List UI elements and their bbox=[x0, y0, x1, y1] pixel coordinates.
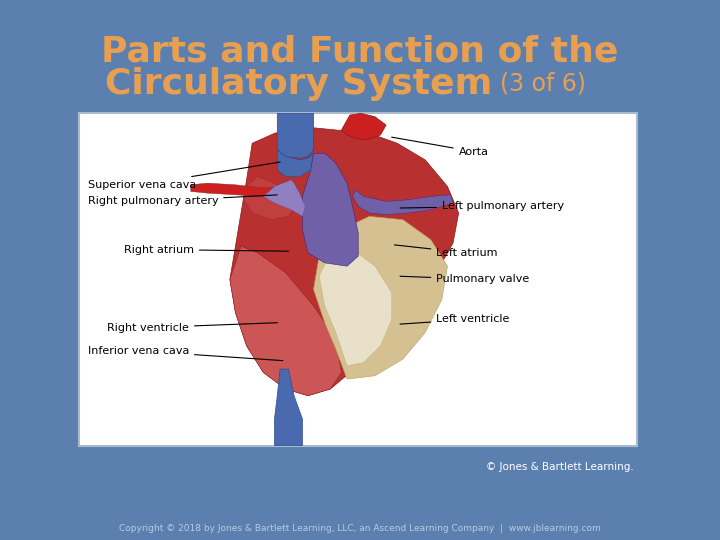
FancyBboxPatch shape bbox=[79, 113, 637, 446]
Polygon shape bbox=[314, 217, 448, 379]
Text: Copyright © 2018 by Jones & Bartlett Learning, LLC, an Ascend Learning Company  : Copyright © 2018 by Jones & Bartlett Lea… bbox=[119, 524, 601, 532]
Polygon shape bbox=[319, 249, 392, 366]
Text: Right atrium: Right atrium bbox=[124, 245, 289, 254]
Polygon shape bbox=[353, 190, 453, 215]
Polygon shape bbox=[230, 127, 459, 396]
Text: Left ventricle: Left ventricle bbox=[400, 314, 510, 325]
Polygon shape bbox=[264, 180, 305, 217]
Text: Inferior vena cava: Inferior vena cava bbox=[88, 346, 283, 361]
Text: Parts and Function of the: Parts and Function of the bbox=[102, 35, 618, 68]
Polygon shape bbox=[277, 150, 314, 177]
Text: (3 of 6): (3 of 6) bbox=[500, 72, 586, 96]
Polygon shape bbox=[191, 183, 283, 197]
Text: Circulatory System: Circulatory System bbox=[105, 67, 492, 100]
Polygon shape bbox=[341, 113, 386, 140]
Polygon shape bbox=[274, 369, 302, 445]
Text: Left atrium: Left atrium bbox=[395, 245, 498, 258]
Polygon shape bbox=[302, 153, 359, 266]
Polygon shape bbox=[230, 246, 341, 396]
Text: Right pulmonary artery: Right pulmonary artery bbox=[88, 195, 277, 206]
Polygon shape bbox=[277, 113, 314, 158]
Text: © Jones & Bartlett Learning.: © Jones & Bartlett Learning. bbox=[486, 462, 634, 472]
Text: Left pulmonary artery: Left pulmonary artery bbox=[400, 201, 564, 211]
Text: Pulmonary valve: Pulmonary valve bbox=[400, 274, 530, 285]
Text: Right ventricle: Right ventricle bbox=[107, 322, 277, 333]
Text: Superior vena cava: Superior vena cava bbox=[88, 162, 280, 190]
Polygon shape bbox=[244, 177, 297, 220]
Text: Aorta: Aorta bbox=[392, 137, 489, 157]
